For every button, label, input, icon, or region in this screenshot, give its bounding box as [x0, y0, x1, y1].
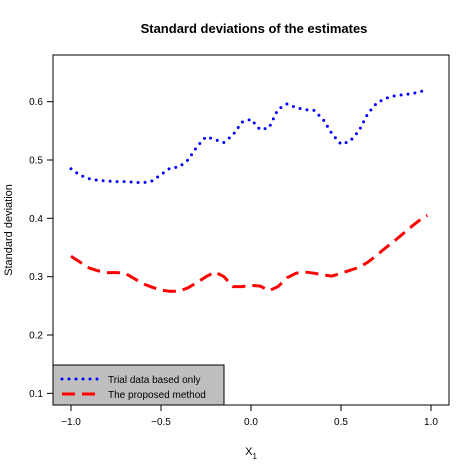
series-line-trial-data: [69, 89, 429, 185]
x-axis-label-subscript: 1: [252, 452, 257, 461]
y-tick-label: 0.1: [29, 389, 43, 400]
plot-frame: [52, 54, 450, 406]
x-axis-label: X1: [245, 446, 257, 461]
x-tick-label: 1.0: [424, 417, 438, 428]
legend-box: [52, 364, 225, 406]
y-tick-label: 0.6: [29, 97, 43, 108]
x-axis: −1.0 −0.5 0.0 0.5 1.0: [61, 404, 438, 428]
x-tick-label: −0.5: [151, 417, 171, 428]
series-line-proposed-method: [70, 214, 429, 293]
y-tick-label: 0.3: [29, 272, 43, 283]
legend-label-proposed-method: The proposed method: [108, 390, 206, 401]
series-layer: [69, 89, 429, 293]
y-axis-label: Standard deviation: [3, 184, 15, 276]
chart-title: Standard deviations of the estimates: [141, 21, 368, 36]
x-axis-label-main: X: [245, 446, 253, 458]
y-tick-label: 0.2: [29, 331, 43, 342]
legend-label-trial-data: Trial data based only: [108, 375, 200, 386]
x-tick-label: −1.0: [61, 417, 81, 428]
x-tick-label: 0.0: [244, 417, 258, 428]
y-tick-label: 0.4: [29, 214, 43, 225]
y-tick-label: 0.5: [29, 156, 43, 167]
y-axis: 0.1 0.2 0.3 0.4 0.5 0.6: [29, 97, 54, 400]
x-tick-label: 0.5: [334, 417, 348, 428]
legend: Trial data based only The proposed metho…: [52, 364, 225, 406]
